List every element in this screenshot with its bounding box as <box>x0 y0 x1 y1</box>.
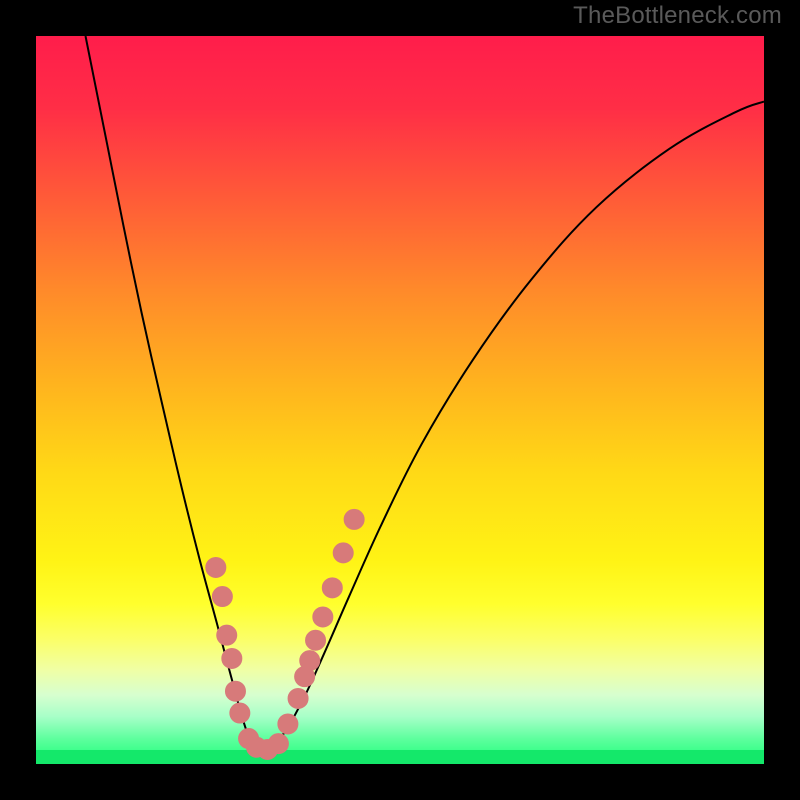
curve-dots <box>36 36 764 764</box>
data-dot <box>344 509 364 529</box>
data-dot <box>217 625 237 645</box>
watermark-text: TheBottleneck.com <box>573 2 782 30</box>
data-dot <box>333 543 353 563</box>
data-dot <box>230 703 250 723</box>
data-dot <box>322 578 342 598</box>
data-dot <box>225 681 245 701</box>
data-dot <box>288 688 308 708</box>
data-dot <box>306 630 326 650</box>
data-dot <box>212 587 232 607</box>
data-dot <box>313 607 333 627</box>
data-dot <box>222 648 242 668</box>
plot-area <box>36 36 764 764</box>
data-dot <box>268 734 288 754</box>
data-dot <box>206 557 226 577</box>
stage: TheBottleneck.com <box>0 0 800 800</box>
data-dot <box>300 651 320 671</box>
data-dot <box>278 714 298 734</box>
